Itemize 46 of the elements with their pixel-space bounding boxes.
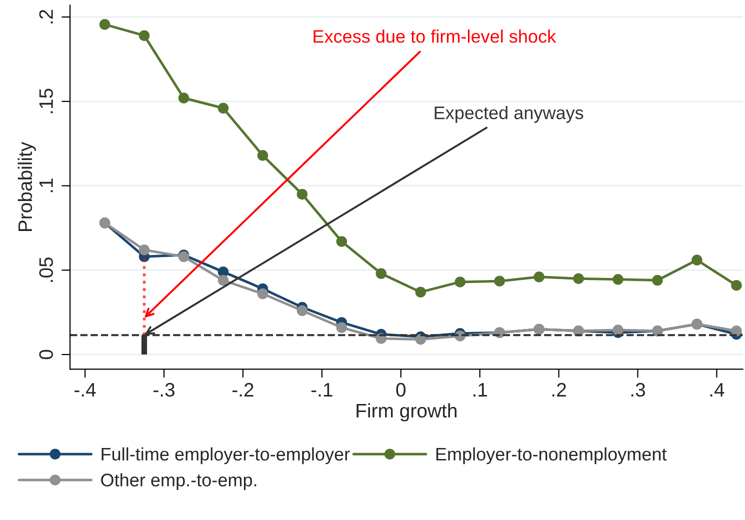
point	[138, 244, 150, 256]
point	[218, 102, 229, 114]
point	[376, 268, 387, 279]
x-tick-label: .3	[631, 382, 646, 397]
point	[296, 305, 308, 316]
point	[178, 92, 190, 104]
y-tick-label: .1	[39, 178, 53, 192]
point	[415, 286, 426, 298]
x-tick-label: 0	[396, 382, 406, 397]
legend-label: Full-time employer-to-employer	[102, 447, 350, 464]
point	[612, 324, 624, 336]
point	[296, 188, 308, 200]
point	[336, 322, 348, 333]
point	[454, 276, 466, 288]
point	[415, 334, 426, 345]
point	[99, 19, 110, 30]
x-axis-title: Firm growth	[356, 403, 456, 422]
annotation: Expected anyways	[434, 106, 584, 123]
annotation: Excess due to firm-level shock	[314, 30, 556, 43]
y-tick-label: 0	[39, 350, 53, 360]
point	[692, 254, 702, 266]
point	[731, 326, 742, 336]
x-tick-label: -.4	[74, 383, 96, 396]
y-tick-label: .15	[39, 88, 53, 114]
x-tick-label: -.3	[154, 382, 174, 397]
point	[257, 288, 268, 300]
x-tick-label: -.1	[311, 383, 332, 396]
point	[138, 30, 150, 41]
x-tick-label: -.2	[232, 382, 254, 396]
point	[573, 273, 584, 284]
point	[731, 280, 742, 291]
y-tick-label: .05	[39, 257, 53, 282]
legend-label: Employer-to-nonemployment	[436, 447, 667, 464]
point	[257, 150, 268, 161]
point	[336, 236, 348, 247]
point	[218, 274, 229, 286]
point	[652, 274, 663, 286]
point	[612, 274, 624, 285]
x-tick-label: .4	[710, 383, 724, 396]
y-axis-title: Probability	[18, 142, 36, 231]
x-tick-label: .2	[552, 382, 566, 396]
legend-label: Other emp.-to-emp.	[101, 473, 256, 490]
point	[494, 276, 505, 286]
x-tick-label: .1	[473, 383, 487, 396]
point	[534, 272, 544, 282]
y-tick-label: .2	[39, 10, 53, 24]
